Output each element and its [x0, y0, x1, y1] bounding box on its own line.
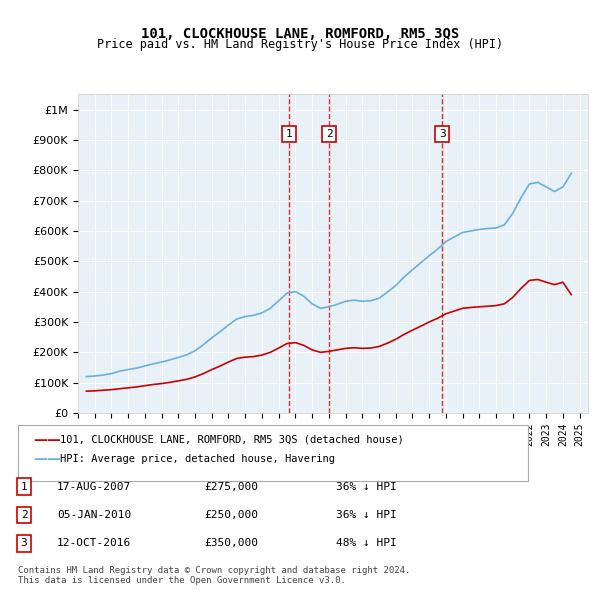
- Text: 48% ↓ HPI: 48% ↓ HPI: [336, 539, 397, 548]
- Text: £250,000: £250,000: [204, 510, 258, 520]
- Text: 3: 3: [439, 129, 446, 139]
- Text: 12-OCT-2016: 12-OCT-2016: [57, 539, 131, 548]
- Text: 36% ↓ HPI: 36% ↓ HPI: [336, 510, 397, 520]
- Text: HPI: Average price, detached house, Havering: HPI: Average price, detached house, Have…: [60, 454, 335, 464]
- Text: £275,000: £275,000: [204, 482, 258, 491]
- Text: 1: 1: [20, 482, 28, 491]
- Text: 2: 2: [20, 510, 28, 520]
- Text: 1: 1: [286, 129, 292, 139]
- Text: ——: ——: [33, 432, 61, 447]
- Text: ——: ——: [33, 452, 61, 466]
- Text: 101, CLOCKHOUSE LANE, ROMFORD, RM5 3QS: 101, CLOCKHOUSE LANE, ROMFORD, RM5 3QS: [141, 27, 459, 41]
- Text: 2: 2: [326, 129, 332, 139]
- Text: 36% ↓ HPI: 36% ↓ HPI: [336, 482, 397, 491]
- Text: 101, CLOCKHOUSE LANE, ROMFORD, RM5 3QS (detached house): 101, CLOCKHOUSE LANE, ROMFORD, RM5 3QS (…: [60, 435, 404, 444]
- Text: Price paid vs. HM Land Registry's House Price Index (HPI): Price paid vs. HM Land Registry's House …: [97, 38, 503, 51]
- Text: 17-AUG-2007: 17-AUG-2007: [57, 482, 131, 491]
- Text: 3: 3: [20, 539, 28, 548]
- Text: £350,000: £350,000: [204, 539, 258, 548]
- Text: Contains HM Land Registry data © Crown copyright and database right 2024.
This d: Contains HM Land Registry data © Crown c…: [18, 566, 410, 585]
- Text: 05-JAN-2010: 05-JAN-2010: [57, 510, 131, 520]
